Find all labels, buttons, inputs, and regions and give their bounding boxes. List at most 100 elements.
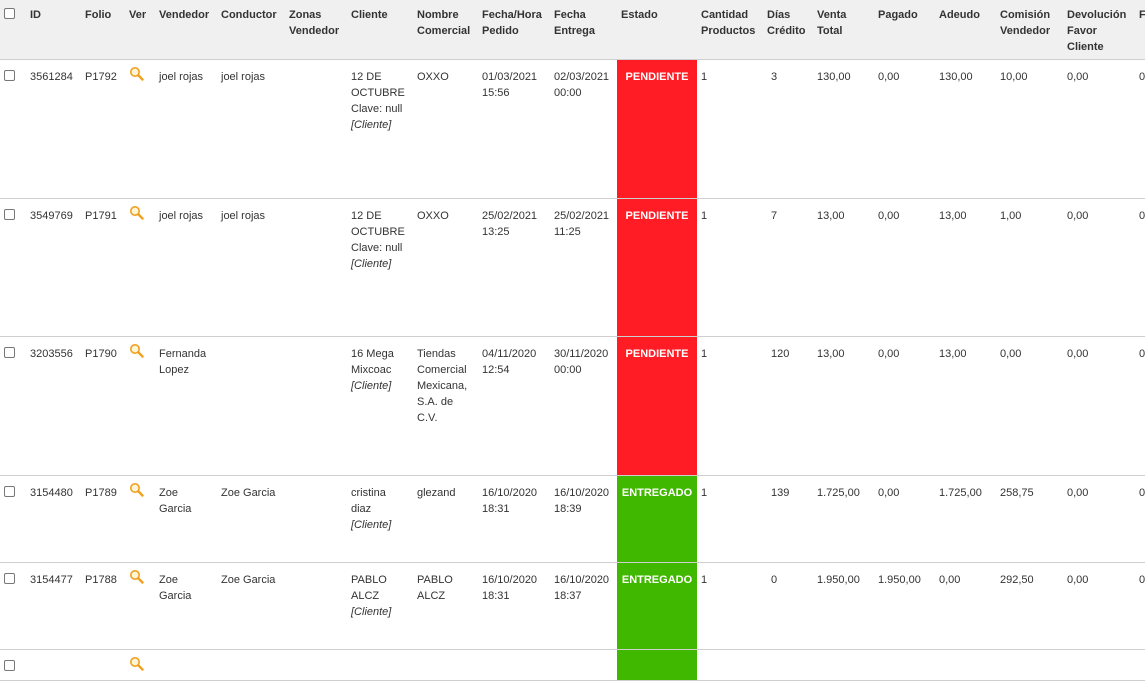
devolucion-cell: 0,00 (1063, 198, 1135, 337)
cliente-cell: 12 DE OCTUBRE Clave: null [Cliente] (347, 59, 413, 199)
devolucion-cell: 0,00 (1063, 562, 1135, 650)
comision-cell: 292,50 (996, 562, 1063, 650)
view-cell[interactable] (125, 475, 155, 563)
view-cell[interactable] (125, 336, 155, 476)
column-header-fecha-entrega[interactable]: Fecha Entrega (550, 0, 617, 60)
adeudo-cell: 0,00 (935, 562, 996, 650)
column-header-vendedor[interactable]: Vendedor (155, 0, 217, 60)
magnifier-icon[interactable] (129, 66, 144, 86)
row-select-cell[interactable] (0, 198, 26, 337)
dias-credito-cell: 120 (763, 336, 813, 476)
venta-total-cell: 1.725,00 (813, 475, 874, 563)
cliente-name: 12 DE OCTUBRE (351, 210, 405, 238)
empty-cell (1063, 649, 1135, 681)
row-select-cell[interactable] (0, 336, 26, 476)
row-checkbox[interactable] (4, 660, 15, 671)
cliente-cell: 16 Mega Mixcoac [Cliente] (347, 336, 413, 476)
column-header-conductor[interactable]: Conductor (217, 0, 285, 60)
view-cell[interactable] (125, 198, 155, 337)
folio-cell: P1791 (81, 198, 125, 337)
empty-cell (763, 649, 813, 681)
nombre-comercial-cell: glezand (413, 475, 478, 563)
table-row[interactable]: 3154477 P1788 Zoe Garcia Zoe Garcia PABLO AL… (0, 562, 1145, 650)
row-checkbox[interactable] (4, 209, 15, 220)
devolucion-cell: 0,00 (1063, 336, 1135, 476)
table-row[interactable]: 3203556 P1790 Fernanda Lopez 16 Mega Mixcoa… (0, 336, 1145, 476)
row-checkbox[interactable] (4, 347, 15, 358)
magnifier-icon[interactable] (129, 656, 144, 676)
table-row[interactable]: 3549769 P1791 joel rojas joel rojas 12 DE OC… (0, 198, 1145, 337)
empty-cell (697, 649, 763, 681)
fecha-entrega-cell: 02/03/2021 00:00 (550, 59, 617, 199)
select-all-checkbox[interactable] (4, 8, 15, 19)
fecha-entrega-cell: 16/10/2020 18:39 (550, 475, 617, 563)
row-select-cell[interactable] (0, 562, 26, 650)
column-header-extra[interactable]: F (1135, 0, 1145, 60)
row-select-cell[interactable] (0, 475, 26, 563)
column-header-estado[interactable]: Estado (617, 0, 697, 60)
extra-cell: 0 (1135, 562, 1145, 650)
column-header-cliente[interactable]: Cliente (347, 0, 413, 60)
magnifier-icon[interactable] (129, 205, 144, 225)
magnifier-icon[interactable] (129, 343, 144, 363)
column-header-comision[interactable]: Comisión Vendedor (996, 0, 1063, 60)
column-header-pagado[interactable]: Pagado (874, 0, 935, 60)
row-checkbox[interactable] (4, 573, 15, 584)
column-header-folio[interactable]: Folio (81, 0, 125, 60)
column-header-cantidad[interactable]: Cantidad Productos (697, 0, 763, 60)
status-badge: PENDIENTE (617, 336, 697, 476)
devolucion-cell: 0,00 (1063, 475, 1135, 563)
column-header-ver[interactable]: Ver (125, 0, 155, 60)
cliente-name: PABLO ALCZ (351, 574, 387, 602)
empty-cell (813, 649, 874, 681)
table-row[interactable]: 3154480 P1789 Zoe Garcia Zoe Garcia cristina… (0, 475, 1145, 563)
vendedor-cell: joel rojas (155, 198, 217, 337)
fecha-pedido-cell: 01/03/2021 15:56 (478, 59, 550, 199)
view-cell[interactable] (125, 562, 155, 650)
id-cell: 3154480 (26, 475, 81, 563)
magnifier-icon[interactable] (129, 569, 144, 589)
fecha-entrega-cell: 30/11/2020 00:00 (550, 336, 617, 476)
column-header-nombre-comercial[interactable]: Nombre Comercial (413, 0, 478, 60)
conductor-cell: Zoe Garcia (217, 562, 285, 650)
vendedor-cell: Zoe Garcia (155, 562, 217, 650)
column-header-id[interactable]: ID (26, 0, 81, 60)
empty-cell (413, 649, 478, 681)
pagado-cell: 1.950,00 (874, 562, 935, 650)
magnifier-icon[interactable] (129, 482, 144, 502)
fecha-pedido-cell: 16/10/2020 18:31 (478, 562, 550, 650)
view-cell[interactable] (125, 59, 155, 199)
empty-cell (617, 649, 697, 681)
column-header-devolucion[interactable]: Devolución Favor Cliente (1063, 0, 1135, 60)
adeudo-cell: 13,00 (935, 198, 996, 337)
column-header-adeudo[interactable]: Adeudo (935, 0, 996, 60)
vendedor-cell: joel rojas (155, 59, 217, 199)
row-select-cell[interactable] (0, 59, 26, 199)
cliente-tag: [Cliente] (351, 119, 392, 131)
pagado-cell: 0,00 (874, 336, 935, 476)
id-cell: 3561284 (26, 59, 81, 199)
nombre-comercial-cell: OXXO (413, 59, 478, 199)
extra-cell: 0 (1135, 59, 1145, 199)
table-row[interactable]: 3561284 P1792 joel rojas joel rojas 12 DE OC… (0, 59, 1145, 199)
dias-credito-cell: 3 (763, 59, 813, 199)
folio-cell: P1789 (81, 475, 125, 563)
column-header-venta-total[interactable]: Venta Total (813, 0, 874, 60)
select-all-header[interactable] (0, 0, 26, 60)
column-header-dias-credito[interactable]: Días Crédito (763, 0, 813, 60)
empty-cell (217, 649, 285, 681)
folio-cell: P1790 (81, 336, 125, 476)
id-cell: 3154477 (26, 562, 81, 650)
cliente-tag: [Cliente] (351, 606, 392, 618)
dias-credito-cell: 139 (763, 475, 813, 563)
fecha-pedido-cell: 25/02/2021 13:25 (478, 198, 550, 337)
row-checkbox[interactable] (4, 70, 15, 81)
nombre-comercial-cell: PABLO ALCZ (413, 562, 478, 650)
column-header-fecha-pedido[interactable]: Fecha/Hora Pedido (478, 0, 550, 60)
empty-cell (478, 649, 550, 681)
venta-total-cell: 1.950,00 (813, 562, 874, 650)
row-checkbox[interactable] (4, 486, 15, 497)
column-header-zonas[interactable]: Zonas Vendedor (285, 0, 347, 60)
venta-total-cell: 130,00 (813, 59, 874, 199)
vendedor-cell: Fernanda Lopez (155, 336, 217, 476)
